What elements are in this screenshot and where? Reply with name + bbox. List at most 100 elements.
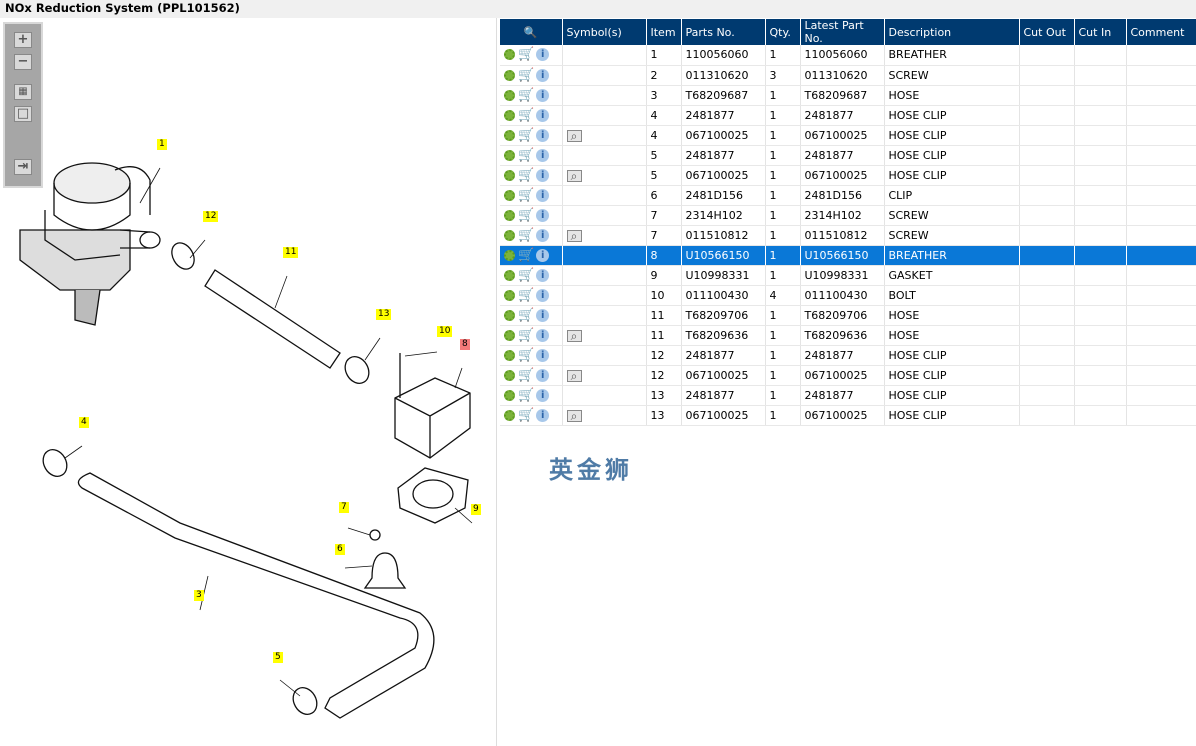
cart-icon[interactable]: 🛒 <box>518 367 535 383</box>
cart-icon[interactable]: 🛒 <box>518 287 535 303</box>
cart-icon[interactable]: 🛒 <box>518 67 535 83</box>
table-row[interactable]: 🛒 i 13 2481877 1 2481877 HOSE CLIP <box>500 385 1196 406</box>
cart-icon[interactable]: 🛒 <box>518 127 535 143</box>
cart-icon[interactable]: 🛒 <box>518 47 535 63</box>
info-icon[interactable]: i <box>536 228 550 242</box>
table-row[interactable]: 🛒 i ⌕ 7 011510812 1 011510812 SCREW <box>500 225 1196 246</box>
cart-icon[interactable]: 🛒 <box>518 187 535 203</box>
info-icon[interactable]: i <box>536 208 550 222</box>
fit-view-button[interactable]: ▦ <box>14 84 32 100</box>
book-search-icon[interactable]: ⌕ <box>566 409 582 422</box>
export-button[interactable]: ⇥ <box>14 159 32 175</box>
cart-icon[interactable]: 🛒 <box>518 207 535 223</box>
callout-9[interactable]: 9 <box>471 504 481 515</box>
info-icon[interactable]: i <box>536 48 550 62</box>
callout-12[interactable]: 12 <box>203 211 219 222</box>
callout-10[interactable]: 10 <box>437 326 453 337</box>
table-row[interactable]: 🛒 i 12 2481877 1 2481877 HOSE CLIP <box>500 345 1196 366</box>
gear-icon[interactable] <box>504 249 515 261</box>
gear-icon[interactable] <box>504 369 515 381</box>
callout-1[interactable]: 1 <box>157 139 167 150</box>
gear-icon[interactable] <box>504 149 515 161</box>
book-search-icon[interactable]: ⌕ <box>566 229 582 242</box>
column-header[interactable]: Comment <box>1126 19 1196 45</box>
callout-4[interactable]: 4 <box>79 417 89 428</box>
table-row[interactable]: 🛒 i ⌕ 5 067100025 1 067100025 HOSE CLIP <box>500 165 1196 186</box>
callout-3[interactable]: 3 <box>194 590 204 601</box>
info-icon[interactable]: i <box>536 128 550 142</box>
gear-icon[interactable] <box>504 129 515 141</box>
info-icon[interactable]: i <box>536 348 550 362</box>
book-search-icon[interactable]: ⌕ <box>566 169 582 182</box>
gear-icon[interactable] <box>504 109 515 121</box>
gear-icon[interactable] <box>504 89 515 101</box>
cart-icon[interactable]: 🛒 <box>518 147 535 163</box>
table-row[interactable]: 🛒 i ⌕ 12 067100025 1 067100025 HOSE CLIP <box>500 365 1196 386</box>
book-search-icon[interactable]: ⌕ <box>566 329 582 342</box>
cart-icon[interactable]: 🛒 <box>518 227 535 243</box>
info-icon[interactable]: i <box>536 268 550 282</box>
zoom-out-button[interactable]: − <box>14 54 32 70</box>
gear-icon[interactable] <box>504 349 515 361</box>
gear-icon[interactable] <box>504 209 515 221</box>
table-row[interactable]: 🛒 i 6 2481D156 1 2481D156 CLIP <box>500 185 1196 206</box>
column-header[interactable]: Item <box>646 19 682 45</box>
column-header[interactable]: Latest Part No. <box>800 19 885 45</box>
column-header[interactable]: Description <box>884 19 1020 45</box>
callout-13[interactable]: 13 <box>376 309 392 320</box>
zoom-in-button[interactable]: + <box>14 32 32 48</box>
cart-icon[interactable]: 🛒 <box>518 267 535 283</box>
table-row[interactable]: 🛒 i 2 011310620 3 011310620 SCREW <box>500 65 1196 86</box>
info-icon[interactable]: i <box>536 248 550 262</box>
gear-icon[interactable] <box>504 189 515 201</box>
gear-icon[interactable] <box>504 289 515 301</box>
info-icon[interactable]: i <box>536 288 550 302</box>
table-row[interactable]: 🛒 i 5 2481877 1 2481877 HOSE CLIP <box>500 145 1196 166</box>
table-row[interactable]: 🛒 i 1 110056060 1 110056060 BREATHER <box>500 45 1196 66</box>
table-row[interactable]: 🛒 i ⌕ 11 T68209636 1 T68209636 HOSE <box>500 325 1196 346</box>
info-icon[interactable]: i <box>536 368 550 382</box>
table-row[interactable]: 🛒 i 11 T68209706 1 T68209706 HOSE <box>500 305 1196 326</box>
column-header[interactable]: Qty. <box>765 19 801 45</box>
info-icon[interactable]: i <box>536 328 550 342</box>
table-row[interactable]: 🛒 i 3 T68209687 1 T68209687 HOSE <box>500 85 1196 106</box>
table-row[interactable]: 🛒 i 8 U10566150 1 U10566150 BREATHER <box>500 245 1196 266</box>
cart-icon[interactable]: 🛒 <box>518 387 535 403</box>
gear-icon[interactable] <box>504 169 515 181</box>
callout-5[interactable]: 5 <box>273 652 283 663</box>
cart-icon[interactable]: 🛒 <box>518 307 535 323</box>
table-row[interactable]: 🛒 i 9 U10998331 1 U10998331 GASKET <box>500 265 1196 286</box>
table-row[interactable]: 🛒 i 4 2481877 1 2481877 HOSE CLIP <box>500 105 1196 126</box>
info-icon[interactable]: i <box>536 88 550 102</box>
column-header[interactable]: Cut Out <box>1019 19 1075 45</box>
column-header[interactable]: Symbol(s) <box>562 19 647 45</box>
actual-size-button[interactable]: □ <box>14 106 32 122</box>
info-icon[interactable]: i <box>536 308 550 322</box>
gear-icon[interactable] <box>504 229 515 241</box>
callout-8[interactable]: 8 <box>460 339 470 350</box>
gear-icon[interactable] <box>504 49 515 61</box>
info-icon[interactable]: i <box>536 408 550 422</box>
info-icon[interactable]: i <box>536 188 550 202</box>
info-icon[interactable]: i <box>536 388 550 402</box>
column-header[interactable]: Parts No. <box>681 19 766 45</box>
table-row[interactable]: 🛒 i 7 2314H102 1 2314H102 SCREW <box>500 205 1196 226</box>
cart-icon[interactable]: 🛒 <box>518 347 535 363</box>
gear-icon[interactable] <box>504 309 515 321</box>
cart-icon[interactable]: 🛒 <box>518 327 535 343</box>
header-search[interactable]: 🔍 <box>500 19 563 45</box>
cart-icon[interactable]: 🛒 <box>518 167 535 183</box>
gear-icon[interactable] <box>504 389 515 401</box>
diagram-panel[interactable]: 1 12 11 13 10 8 4 9 7 6 3 5 + − ▦ □ ⇥ <box>0 18 497 746</box>
search-icon[interactable]: 🔍 <box>523 25 538 39</box>
info-icon[interactable]: i <box>536 148 550 162</box>
info-icon[interactable]: i <box>536 68 550 82</box>
callout-11[interactable]: 11 <box>283 247 299 258</box>
cart-icon[interactable]: 🛒 <box>518 87 535 103</box>
book-search-icon[interactable]: ⌕ <box>566 369 582 382</box>
callout-7[interactable]: 7 <box>339 502 349 513</box>
gear-icon[interactable] <box>504 269 515 281</box>
table-row[interactable]: 🛒 i 10 011100430 4 011100430 BOLT <box>500 285 1196 306</box>
table-row[interactable]: 🛒 i ⌕ 13 067100025 1 067100025 HOSE CLIP <box>500 405 1196 426</box>
info-icon[interactable]: i <box>536 168 550 182</box>
